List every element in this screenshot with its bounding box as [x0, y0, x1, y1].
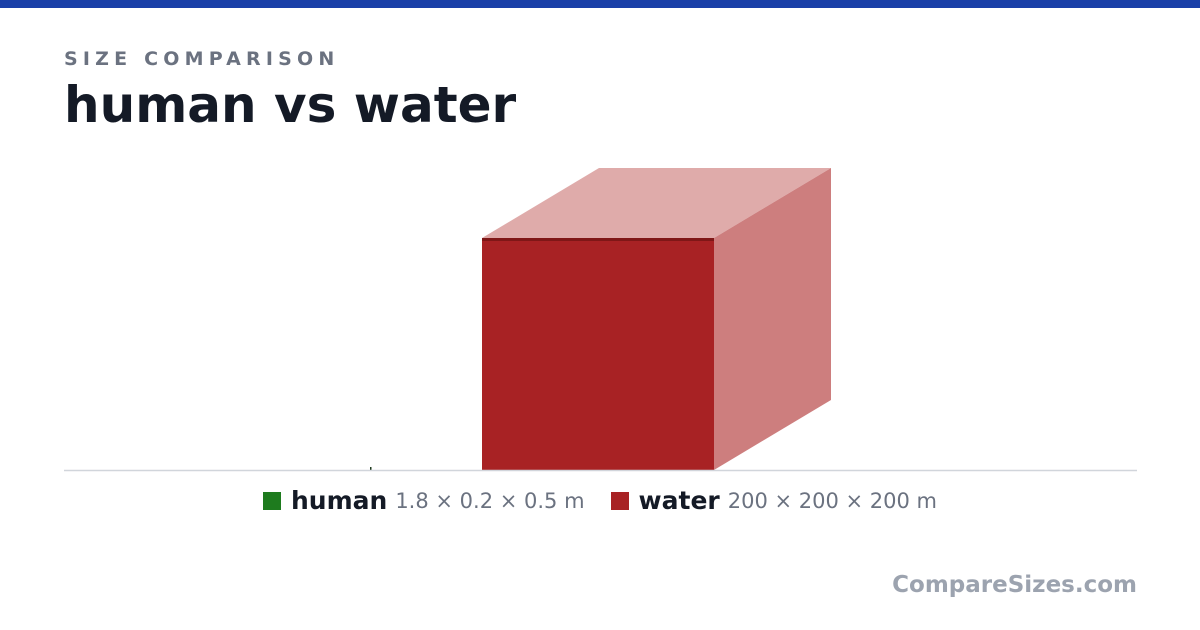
kicker: SIZE COMPARISON [64, 48, 340, 70]
cube-edge [482, 238, 714, 241]
legend-name: human [290, 486, 388, 515]
top-bar [0, 0, 1200, 8]
legend-entry: human 1.8 × 0.2 × 0.5 m [262, 486, 585, 515]
human-figure [370, 467, 372, 470]
legend-dimensions: 200 × 200 × 200 m [727, 488, 938, 513]
legend-dimensions: 1.8 × 0.2 × 0.5 m [395, 488, 585, 513]
cube-front [482, 238, 714, 470]
legend: human 1.8 × 0.2 × 0.5 m water 200 × 200 × 2… [0, 486, 1200, 515]
legend-entry: water 200 × 200 × 200 m [610, 486, 938, 515]
title: human vs water [64, 76, 517, 134]
legend-swatch [262, 491, 281, 510]
legend-swatch [610, 491, 629, 510]
brand: CompareSizes.com [892, 572, 1137, 598]
cube-top [482, 168, 831, 238]
cube-side [714, 168, 831, 470]
legend-name: water [638, 486, 720, 515]
